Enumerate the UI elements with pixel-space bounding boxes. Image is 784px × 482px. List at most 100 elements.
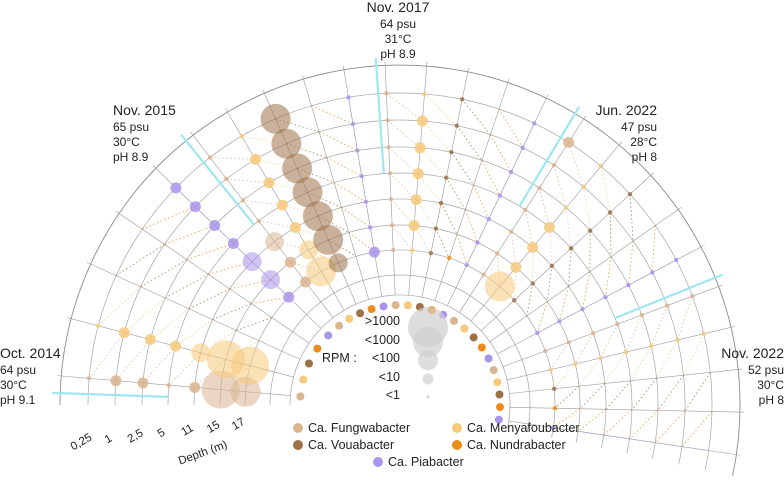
bubble-jun-2022-vouabacter xyxy=(607,210,613,215)
sample-ph-nov-2015: pH 8.9 xyxy=(113,150,149,164)
taxon-trend-line xyxy=(88,332,125,379)
taxon-trend-line xyxy=(212,303,252,320)
taxon-trend-line xyxy=(473,184,490,220)
taxon-key-dot xyxy=(379,302,388,311)
taxon-spoke xyxy=(302,75,370,300)
taxon-trend-line xyxy=(651,225,656,273)
taxon-trend-line xyxy=(440,202,458,235)
taxon-trend-line xyxy=(605,284,629,298)
taxon-legend-label: Ca. Menyafoubacter xyxy=(467,421,580,435)
taxon-trend-line xyxy=(296,167,335,183)
bubble-nov-2022-fungwabacter xyxy=(690,294,695,299)
bubble-jun-2022-menyafoubacter xyxy=(564,205,569,210)
bubble-nov-2022-menyafoubacter xyxy=(649,343,654,349)
taxon-trend-line xyxy=(681,446,709,452)
taxon-trend-line xyxy=(417,173,442,204)
sample-ph-oct-2014: pH 9.1 xyxy=(0,393,36,407)
taxon-trend-line xyxy=(251,296,289,305)
taxon-trend-line xyxy=(629,410,659,440)
bubble-oct-2014-menyafoubacter xyxy=(144,334,156,345)
taxon-key-dot xyxy=(313,344,322,353)
depth-ring-arc xyxy=(453,308,501,361)
taxon-trend-line xyxy=(255,158,298,169)
taxon-legend-swatch xyxy=(373,457,383,467)
bubble-jun-2022-fungwabacter xyxy=(551,163,557,168)
bubble-nov-2022-menyafoubacter xyxy=(548,367,554,372)
taxon-trend-line xyxy=(627,241,634,286)
taxon-trend-line xyxy=(142,206,196,230)
bubble-nov-2017-piabacter xyxy=(464,262,469,268)
bubble-jun-2022-vouabacter xyxy=(588,228,593,233)
taxon-spoke xyxy=(384,61,396,296)
taxon-trend-line xyxy=(140,259,188,288)
bubble-nov-2022-fungwabacter xyxy=(615,321,620,327)
rpm-size-legend: >1000 <1000 <100 <10 <1 RPM : xyxy=(322,307,448,402)
bubble-nov-2015-menyafoubacter xyxy=(249,153,261,165)
taxon-key-dot xyxy=(469,333,478,342)
taxon-key-dot xyxy=(296,392,305,401)
bubble-nov-2015-menyafoubacter xyxy=(263,177,275,189)
taxon-trend-line xyxy=(258,220,296,228)
taxon-trend-line xyxy=(415,199,437,229)
bubble-nov-2022-fungwabacter xyxy=(664,303,670,308)
taxon-trend-line xyxy=(625,314,643,353)
taxon-trend-line xyxy=(115,339,151,381)
bubble-nov-2015-piabacter xyxy=(359,174,364,179)
taxon-legend-swatch xyxy=(293,423,303,433)
taxon-trend-line xyxy=(577,408,607,432)
bubble-jun-2022-vouabacter xyxy=(568,246,574,251)
taxon-trend-line xyxy=(311,105,354,125)
sample-temperature-jun-2022: 28°C xyxy=(630,135,657,149)
taxon-key-dot xyxy=(403,301,412,310)
taxon-key-dot xyxy=(305,359,313,368)
sample-date-nov-2015: Nov. 2015 xyxy=(113,102,176,118)
bubble-nov-2022-menyafoubacter xyxy=(701,331,706,336)
bubble-nov-2017-nundrabacter xyxy=(447,255,452,261)
taxon-key-dot xyxy=(484,354,493,363)
taxon-trend-line xyxy=(390,198,415,226)
taxon-trend-line xyxy=(361,176,367,202)
taxon-legend-label: Ca. Vouabacter xyxy=(308,438,394,452)
taxon-trend-line xyxy=(537,320,560,334)
depth-ring-arc xyxy=(710,266,741,476)
bubble-jun-2022-piabacter xyxy=(580,307,585,312)
taxon-trend-line xyxy=(317,215,350,233)
taxon-spoke xyxy=(190,131,334,318)
taxon-trend-line xyxy=(578,430,604,436)
taxon-trend-line xyxy=(684,372,711,412)
bubble-nov-2022-piabacter xyxy=(551,425,556,430)
bubble-nov-2015-vouabacter xyxy=(328,253,348,273)
taxon-trend-line xyxy=(488,195,501,220)
bubble-nov-2015-vouabacter xyxy=(271,128,302,159)
bubble-nov-2017-fungwabacter xyxy=(386,145,391,150)
bubble-jun-2022-menyafoubacter xyxy=(543,222,555,233)
taxon-key-dot xyxy=(345,314,354,323)
taxon-trend-line xyxy=(550,342,570,370)
taxon-spoke xyxy=(86,262,301,360)
bubble-nov-2015-piabacter xyxy=(346,95,351,100)
sector-divider xyxy=(52,391,169,399)
sector-divider xyxy=(518,106,581,207)
taxon-trend-line xyxy=(628,272,653,286)
bubble-oct-2014-piabacter xyxy=(283,291,295,303)
bubble-nov-2015-fungwabacter xyxy=(240,198,246,203)
taxon-trend-line xyxy=(387,119,421,149)
bubble-nov-2017-vouabacter xyxy=(444,175,449,180)
taxon-trend-line xyxy=(242,199,283,206)
taxon-trend-line xyxy=(498,108,524,148)
taxon-spoke xyxy=(509,407,744,413)
taxon-spoke xyxy=(434,78,510,301)
sample-date-jun-2022: Jun. 2022 xyxy=(596,102,658,118)
bubble-oct-2014-menyafoubacter xyxy=(170,340,182,352)
depth-tick-label: 0,25 xyxy=(69,432,94,454)
bubble-nov-2017-menyafoubacter xyxy=(410,248,415,253)
taxon-trend-line xyxy=(229,279,271,290)
bubble-oct-2014-piabacter xyxy=(242,252,262,272)
taxon-key-dot xyxy=(494,415,503,424)
taxon-trend-line xyxy=(386,92,423,122)
bubble-jun-2022-piabacter xyxy=(626,282,631,288)
taxon-key-dot xyxy=(493,378,502,387)
taxon-trend-line xyxy=(652,259,677,273)
bubble-oct-2014-menyafoubacter xyxy=(231,346,270,385)
